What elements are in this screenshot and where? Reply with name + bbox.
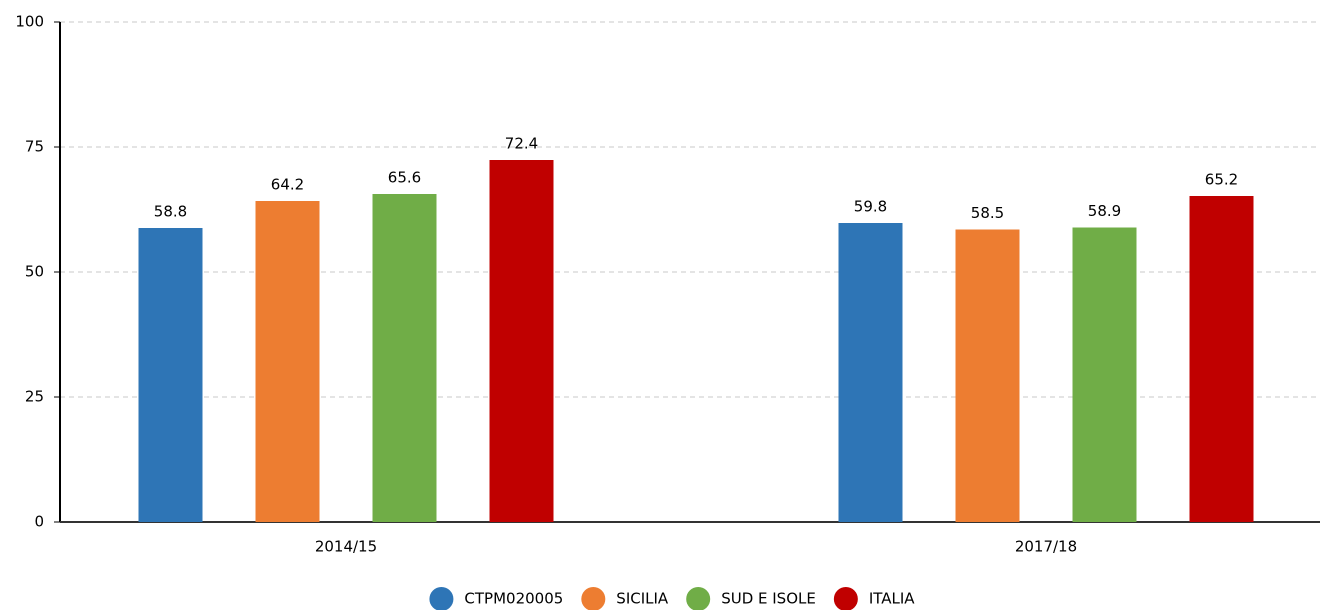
legend-marker bbox=[581, 587, 606, 611]
legend-label: SUD E ISOLE bbox=[721, 590, 816, 608]
bar bbox=[955, 229, 1020, 522]
legend-marker bbox=[833, 587, 858, 611]
data-label: 58.9 bbox=[1088, 202, 1121, 220]
bar bbox=[838, 223, 903, 522]
y-tick-label: 50 bbox=[25, 263, 44, 281]
data-label: 65.6 bbox=[388, 169, 421, 187]
data-label: 58.8 bbox=[154, 203, 187, 221]
legend-label: ITALIA bbox=[869, 590, 915, 608]
bar bbox=[489, 160, 554, 522]
y-tick-label: 0 bbox=[34, 513, 44, 531]
legend-label: SICILIA bbox=[616, 590, 669, 608]
data-label: 64.2 bbox=[271, 176, 304, 194]
bar bbox=[138, 228, 203, 522]
legend-label: CTPM020005 bbox=[464, 590, 563, 608]
bar bbox=[1072, 227, 1137, 522]
legend-marker bbox=[686, 587, 711, 611]
x-tick-label: 2014/15 bbox=[315, 538, 377, 556]
bar bbox=[255, 201, 320, 522]
data-label: 59.8 bbox=[854, 198, 887, 216]
data-label: 72.4 bbox=[505, 135, 538, 153]
bar bbox=[372, 194, 437, 522]
y-tick-label: 75 bbox=[25, 138, 44, 156]
bar bbox=[1189, 196, 1254, 522]
data-label: 65.2 bbox=[1205, 171, 1238, 189]
legend-marker bbox=[429, 587, 454, 611]
y-tick-label: 25 bbox=[25, 388, 44, 406]
x-tick-label: 2017/18 bbox=[1015, 538, 1077, 556]
data-label: 58.5 bbox=[971, 204, 1004, 222]
y-tick-label: 100 bbox=[15, 13, 44, 31]
